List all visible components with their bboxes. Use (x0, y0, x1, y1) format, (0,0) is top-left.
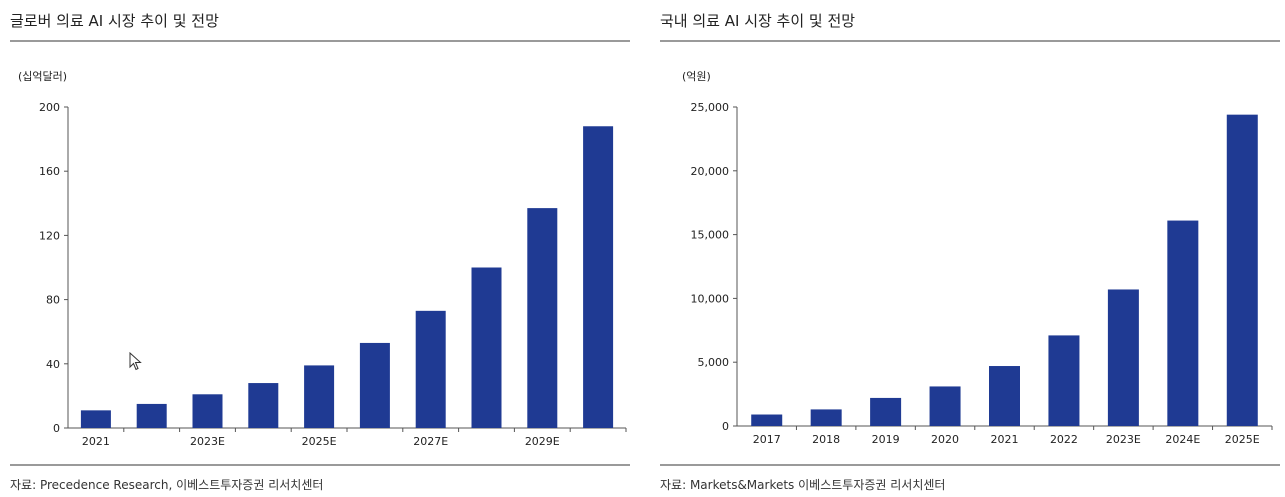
y-unit-label: (억원) (682, 70, 711, 83)
bar-2020 (929, 386, 961, 426)
mouse-cursor-icon (129, 351, 143, 376)
y-tick-label: 15,000 (691, 229, 730, 242)
x-tick-label: 2025E (302, 435, 337, 448)
y-tick-label: 5,000 (698, 356, 730, 369)
domestic-bar-chart: (억원) 0 5,000 10,000 15,000 20,000 25,000 2017 20… (682, 70, 1273, 446)
global-bar-chart: (십억달러) 0 40 80 120 160 200 2021 2023E 2025E 2027E 2… (18, 70, 627, 448)
source-divider (660, 464, 1280, 466)
bar-2025E (1226, 114, 1258, 426)
x-tick-label: 2021 (82, 435, 110, 448)
y-tick-label: 25,000 (691, 101, 730, 114)
bar-2021 (989, 366, 1020, 426)
y-tick-label: 20,000 (691, 165, 730, 178)
x-tick-label: 2023E (190, 435, 225, 448)
bar-2021 (80, 410, 111, 428)
y-tick-label: 160 (39, 165, 60, 178)
bar-2022E (136, 403, 167, 428)
global-chart-panel: 글로버 의료 AI 시장 추이 및 전망 (십억달러) 0 40 80 120 160 20… (0, 0, 640, 497)
bar-2027E (415, 310, 446, 428)
x-tick-label: 2018 (812, 433, 840, 446)
bar-2025E (304, 365, 335, 428)
x-tick-label: 2027E (413, 435, 448, 448)
title-divider (660, 40, 1280, 42)
x-tick-label: 2017 (753, 433, 781, 446)
bar-2023E (1107, 289, 1139, 426)
bar-2023E (192, 394, 223, 428)
bar-2018 (810, 409, 842, 426)
title-divider (10, 40, 630, 42)
x-tick-label: 2019 (872, 433, 900, 446)
y-tick-label: 40 (46, 358, 60, 371)
x-tick-label: 2022 (1050, 433, 1078, 446)
bar-2017 (751, 414, 783, 426)
domestic-chart-panel: 국내 의료 AI 시장 추이 및 전망 (억원) 0 5,000 10,000 15,0… (650, 0, 1285, 497)
source-divider (10, 464, 630, 466)
x-tick-label: 2021 (991, 433, 1019, 446)
y-tick-label: 80 (46, 294, 60, 307)
bar-2030E (583, 126, 614, 428)
bar-2026E (359, 342, 390, 428)
chart-title: 글로버 의료 AI 시장 추이 및 전망 (10, 12, 219, 30)
bar-2024E (248, 383, 279, 428)
bar-2022 (1048, 335, 1080, 426)
bar-2029E (527, 208, 558, 428)
x-tick-label: 2023E (1106, 433, 1141, 446)
x-tick-label: 2029E (525, 435, 560, 448)
bar-2024E (1167, 220, 1199, 426)
chart-title: 국내 의료 AI 시장 추이 및 전망 (660, 12, 856, 30)
source-note: 자료: Precedence Research, 이베스트투자증권 리서치센터 (10, 478, 324, 492)
y-tick-label: 0 (53, 422, 60, 435)
y-tick-label: 200 (39, 101, 60, 114)
y-tick-label: 120 (39, 229, 60, 242)
x-tick-label: 2020 (931, 433, 959, 446)
y-tick-label: 10,000 (691, 292, 730, 305)
y-unit-label: (십억달러) (18, 70, 67, 83)
bar-2019 (870, 397, 902, 426)
y-tick-label: 0 (722, 420, 729, 433)
x-tick-label: 2025E (1225, 433, 1260, 446)
source-note: 자료: Markets&Markets 이베스트투자증권 리서치센터 (660, 478, 946, 492)
x-tick-label: 2024E (1165, 433, 1200, 446)
bar-2028E (471, 267, 502, 428)
